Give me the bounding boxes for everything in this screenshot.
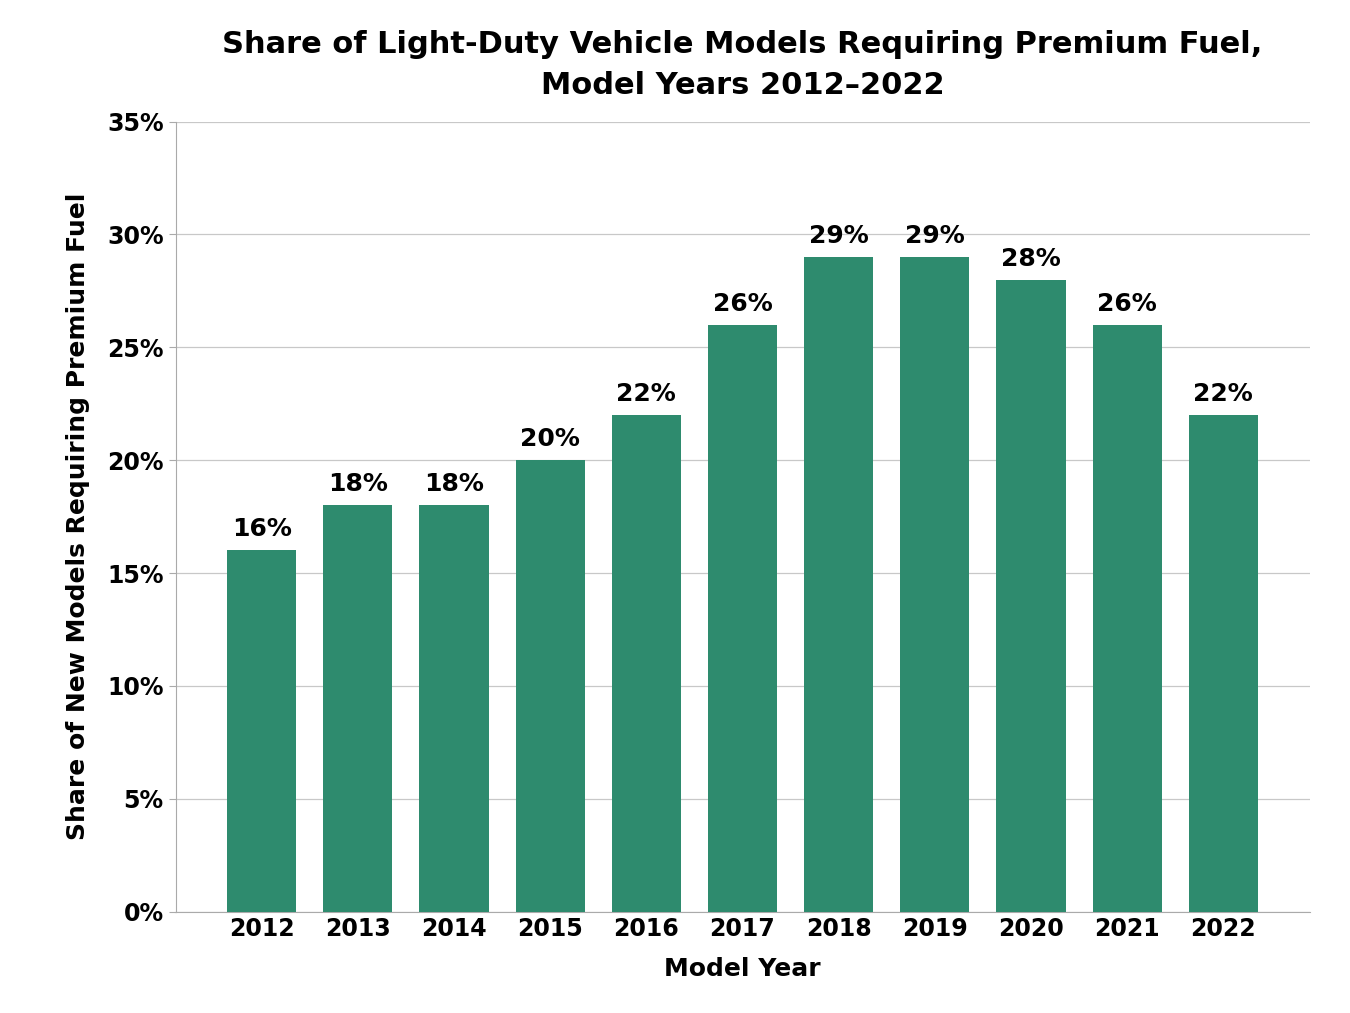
Text: 22%: 22% bbox=[1193, 382, 1253, 406]
Bar bbox=[516, 460, 585, 912]
Text: 28%: 28% bbox=[1002, 246, 1061, 270]
Title: Share of Light-Duty Vehicle Models Requiring Premium Fuel,
Model Years 2012–2022: Share of Light-Duty Vehicle Models Requi… bbox=[223, 30, 1262, 100]
Bar bbox=[323, 505, 393, 912]
Bar bbox=[1092, 325, 1162, 912]
Text: 20%: 20% bbox=[520, 427, 580, 451]
Text: 29%: 29% bbox=[809, 224, 868, 248]
Bar bbox=[612, 415, 680, 912]
Bar bbox=[420, 505, 489, 912]
Bar bbox=[900, 257, 969, 912]
Text: 16%: 16% bbox=[232, 518, 292, 542]
Text: 29%: 29% bbox=[904, 224, 965, 248]
Bar bbox=[1189, 415, 1258, 912]
Bar bbox=[707, 325, 778, 912]
Bar bbox=[227, 550, 296, 912]
Text: 22%: 22% bbox=[617, 382, 676, 406]
Bar bbox=[805, 257, 873, 912]
Text: 18%: 18% bbox=[328, 472, 387, 496]
Y-axis label: Share of New Models Requiring Premium Fuel: Share of New Models Requiring Premium Fu… bbox=[66, 192, 90, 841]
Text: 18%: 18% bbox=[424, 472, 483, 496]
Text: 26%: 26% bbox=[1098, 292, 1157, 316]
X-axis label: Model Year: Model Year bbox=[664, 957, 821, 982]
Bar bbox=[996, 280, 1065, 912]
Text: 26%: 26% bbox=[713, 292, 772, 316]
